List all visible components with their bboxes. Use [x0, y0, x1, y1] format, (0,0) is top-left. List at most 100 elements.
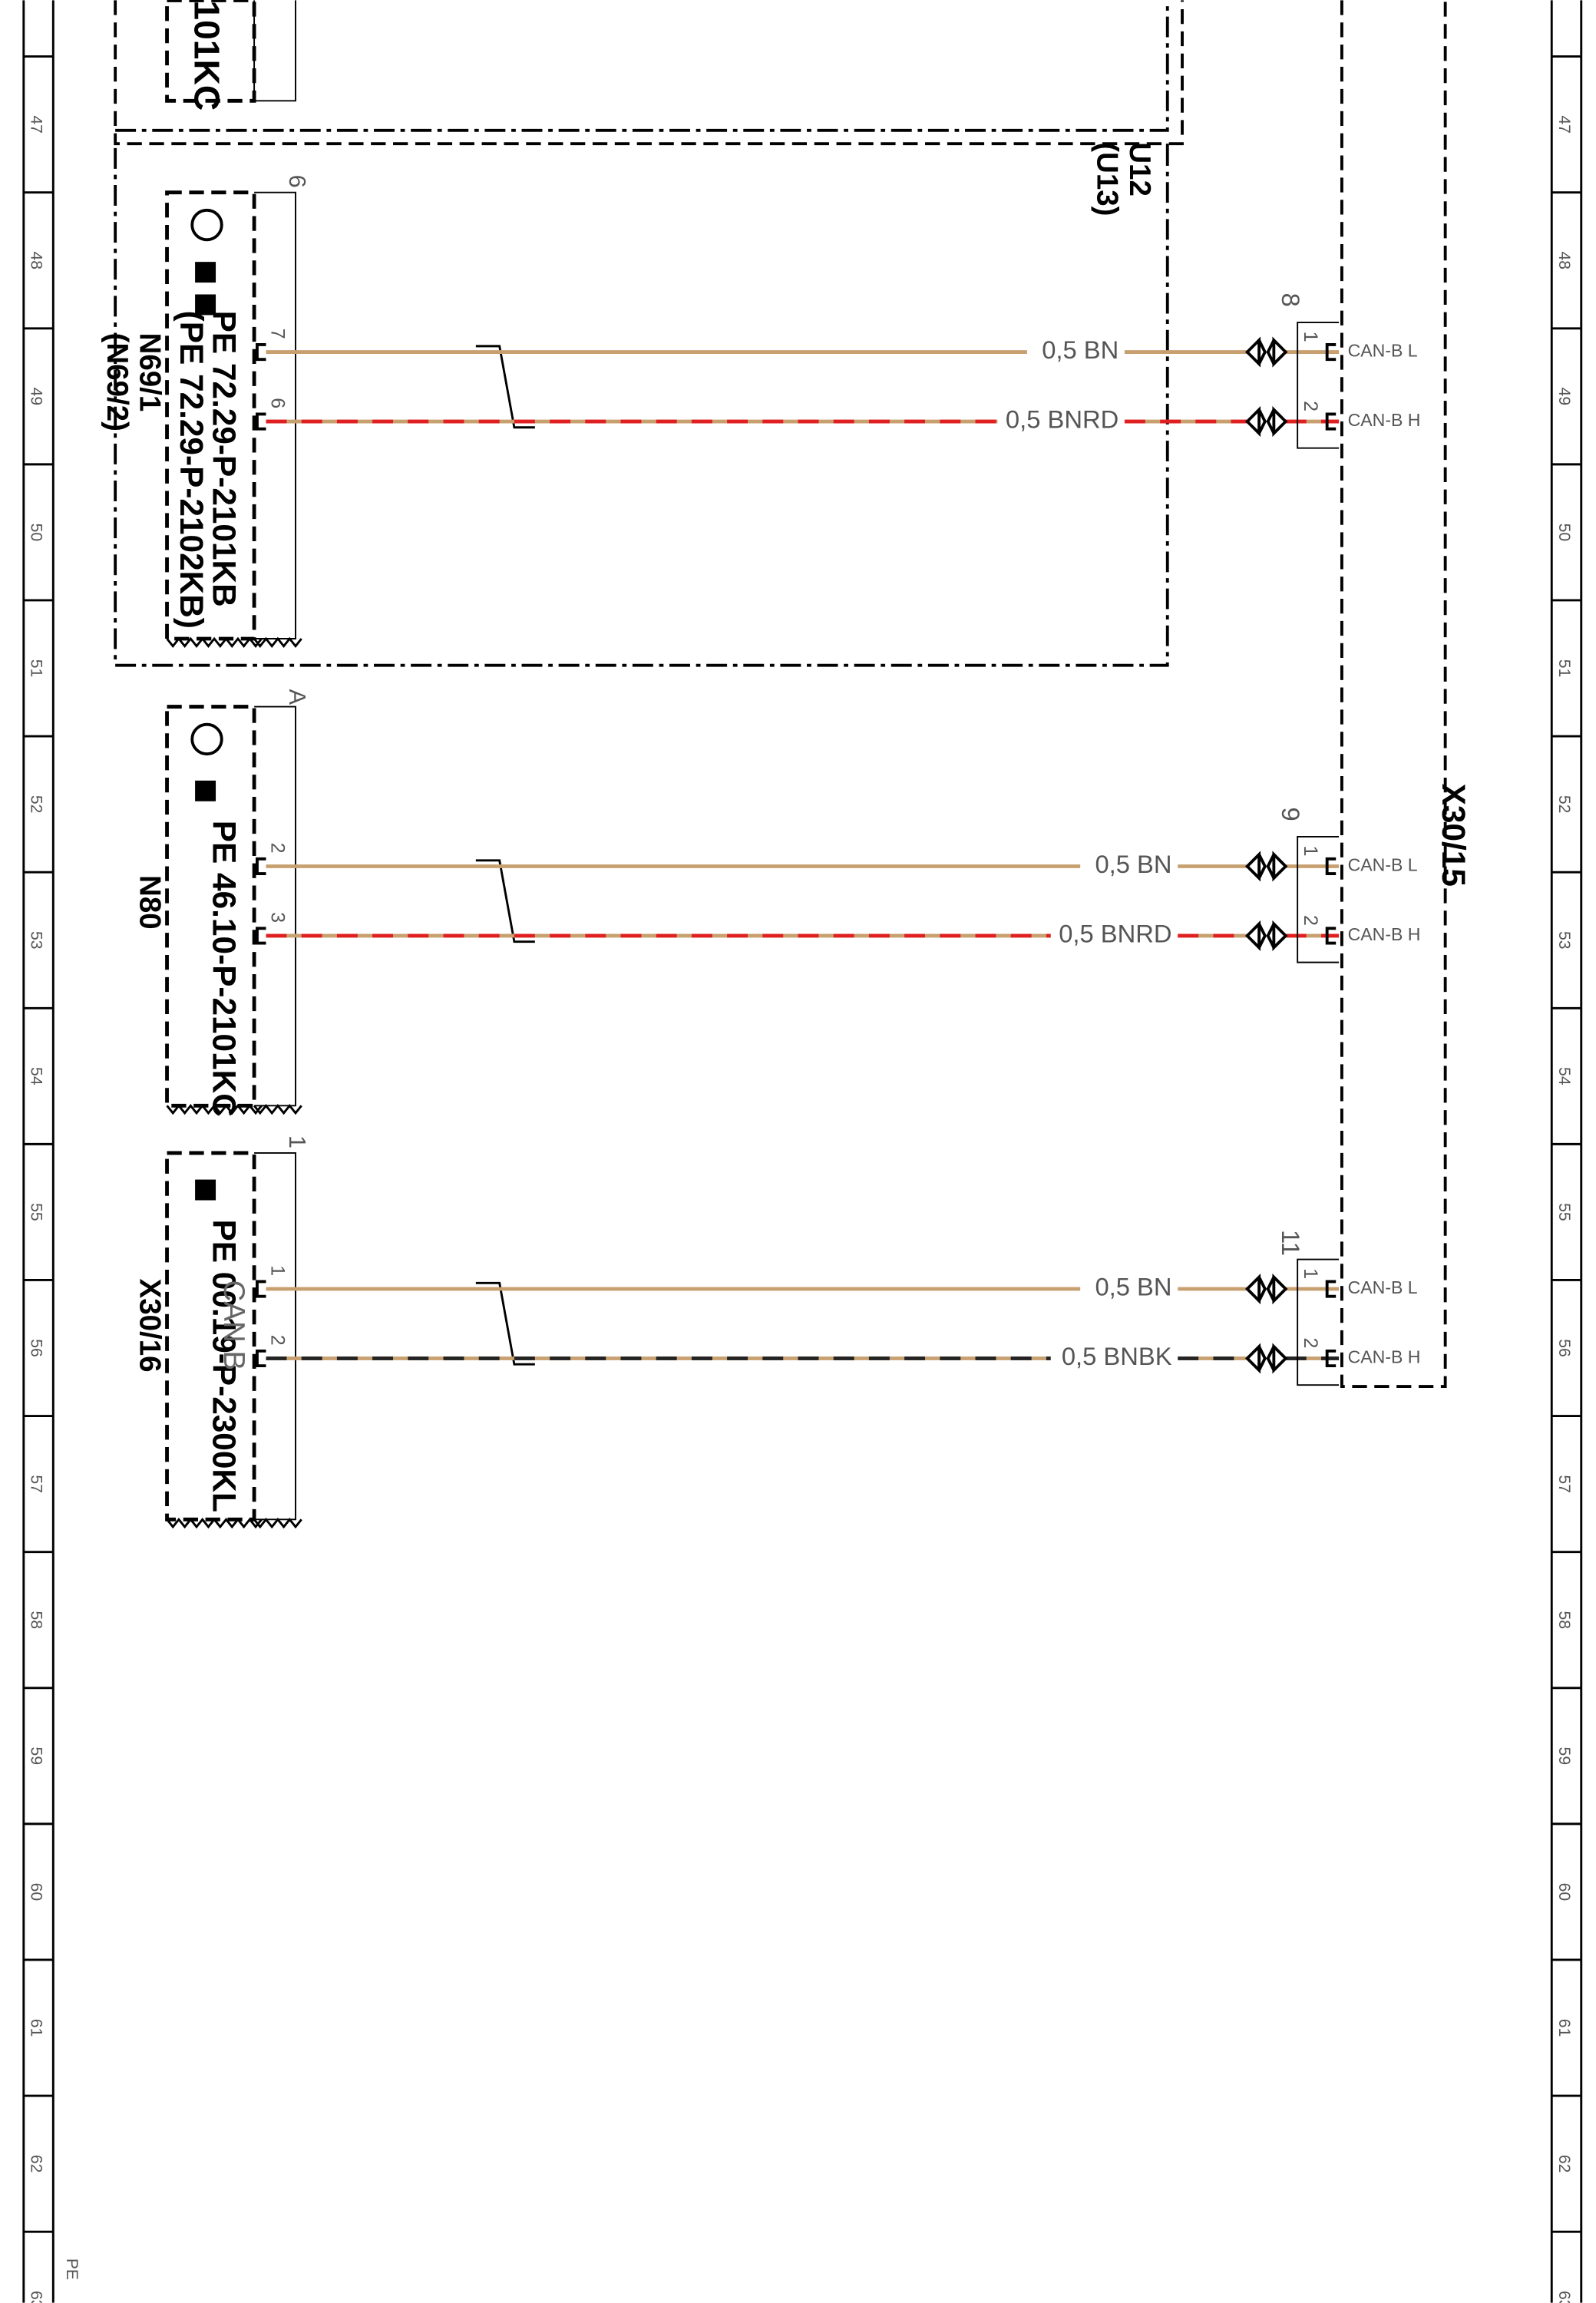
- module-reference: PE 46.10-P-2101KC: [207, 821, 243, 1117]
- connector-id: 1: [284, 1135, 311, 1148]
- grid-number: 58: [28, 1611, 45, 1629]
- grid-number: 60: [1555, 1883, 1573, 1902]
- plug-symbol: [1244, 406, 1288, 438]
- connector-id: 9: [1277, 807, 1305, 821]
- grid-number: 57: [28, 1475, 45, 1493]
- wire-label: 0,5 BNRD: [1059, 920, 1171, 948]
- pin-number: 2: [266, 843, 288, 854]
- module-box: [165, 190, 256, 641]
- grid-number: 50: [28, 524, 45, 542]
- pin: [1325, 857, 1337, 876]
- pin: [1325, 927, 1337, 945]
- wire-label: 0,5 BNBK: [1062, 1342, 1172, 1370]
- pin-number: 1: [1300, 846, 1321, 857]
- grid-number: 51: [1555, 659, 1573, 678]
- module-note: CAN B: [217, 1280, 250, 1370]
- frame: [22, 0, 1583, 2303]
- pin: [1325, 1349, 1337, 1368]
- plug-symbol: [1244, 1343, 1288, 1374]
- pin-number: 2: [1300, 401, 1321, 411]
- pin-number: 6: [266, 398, 288, 408]
- grid-number: 53: [1555, 931, 1573, 950]
- grid-number: 53: [28, 931, 45, 950]
- pin-number: 1: [266, 1265, 288, 1276]
- signal-name: CAN-B H: [1348, 1347, 1421, 1367]
- reference-icon: [195, 294, 216, 316]
- connector-id: 11: [1277, 1230, 1305, 1256]
- transistor-icon: [190, 208, 223, 242]
- grid-number: 47: [1555, 115, 1573, 134]
- bracket: [254, 191, 296, 639]
- pin: [256, 927, 266, 945]
- plug-symbol: [1244, 851, 1288, 882]
- twist-mark: [475, 859, 535, 943]
- grid-number: 62: [28, 2155, 45, 2173]
- grid-number: 57: [1555, 1475, 1573, 1493]
- grid-number: 48: [1555, 251, 1573, 269]
- signal-name: CAN-B L: [1348, 1277, 1418, 1297]
- bracket: [254, 705, 296, 1107]
- pin: [1325, 1280, 1337, 1298]
- pin-number: 7: [266, 329, 288, 339]
- pin: [256, 1280, 266, 1298]
- connector-id: 8: [1277, 293, 1305, 307]
- connector-id: A: [284, 689, 311, 705]
- x30-15-name: X30/15: [1436, 784, 1472, 887]
- module-alt-name: (N69/2): [101, 333, 134, 431]
- footer: PE: [63, 2258, 81, 2280]
- wire-label: 0,5 BNRD: [1006, 405, 1119, 434]
- wire-label: 0,5 BN: [1095, 850, 1171, 878]
- grid-number: 49: [28, 388, 45, 406]
- grid-number: 62: [1555, 2155, 1573, 2173]
- module-name: N69/1: [133, 333, 166, 412]
- module-name: N80: [133, 875, 166, 930]
- module-reference: PE 72.29-P-2101KB: [207, 311, 243, 607]
- reference-icon: [195, 262, 216, 283]
- grid-number: 59: [1555, 1747, 1573, 1766]
- module-ref: 101KC: [187, 0, 226, 111]
- pin-number: 1: [1300, 332, 1321, 342]
- grid-number: 56: [1555, 1339, 1573, 1357]
- reference-icon: [195, 1179, 216, 1201]
- pin-number: 2: [266, 1335, 288, 1346]
- module-name: X30/16: [133, 1279, 166, 1373]
- pin: [256, 857, 266, 876]
- bracket: [253, 0, 296, 102]
- pin: [256, 343, 266, 362]
- grid-number: 52: [28, 795, 45, 814]
- pin: [1325, 343, 1337, 362]
- pin-number: 2: [1300, 1338, 1321, 1349]
- pin: [1325, 412, 1337, 431]
- grid-number: 59: [28, 1747, 45, 1766]
- wire-label: 0,5 BN: [1095, 1273, 1171, 1301]
- reference-icon: [195, 780, 216, 801]
- signal-name: CAN-B L: [1348, 341, 1418, 361]
- outlines: [114, 0, 1447, 1389]
- wire-label: 0,5 BN: [1042, 335, 1119, 364]
- connector-id: 6: [284, 175, 311, 188]
- grid-number: 56: [28, 1339, 45, 1357]
- pin-number: 2: [1300, 915, 1321, 926]
- twist-mark: [475, 1281, 535, 1366]
- plug-symbol: [1244, 336, 1288, 368]
- grid-number: 55: [28, 1203, 45, 1221]
- plug-symbol: [1244, 920, 1288, 951]
- transistor-icon: [190, 722, 223, 756]
- pin: [256, 412, 266, 431]
- signal-name: CAN-B H: [1348, 924, 1421, 944]
- pin-number: 3: [266, 912, 288, 923]
- grid-number: 52: [1555, 795, 1573, 814]
- connector-bracket: [1297, 1258, 1340, 1386]
- u12-name: U12: [1123, 142, 1156, 197]
- bracket: [254, 1152, 296, 1521]
- connector-bracket: [1297, 836, 1340, 963]
- grid-number: 51: [28, 659, 45, 678]
- pin-number: 1: [1300, 1268, 1321, 1279]
- grid-number: 63: [1555, 2291, 1573, 2303]
- signal-name: CAN-B L: [1348, 855, 1418, 875]
- grid-number: 47: [28, 115, 45, 134]
- grid-number: 49: [1555, 388, 1573, 406]
- module-reference: PE 00.19-P-2300KL: [207, 1220, 243, 1512]
